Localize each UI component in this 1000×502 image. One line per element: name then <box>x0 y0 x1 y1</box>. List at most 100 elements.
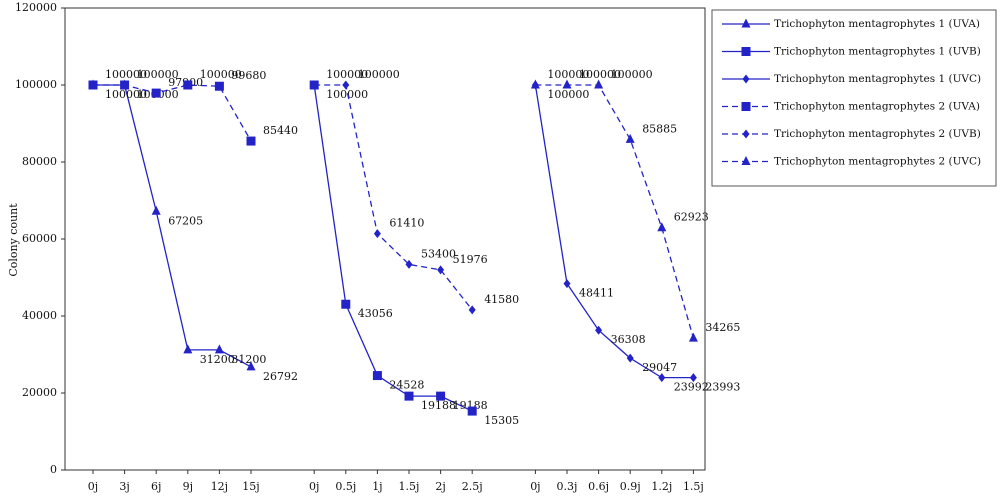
series-line <box>314 84 473 311</box>
data-label: 23993 <box>705 381 740 394</box>
x-tick-label: 0.3j <box>557 480 578 493</box>
marker <box>595 325 603 335</box>
legend-box <box>711 9 997 187</box>
marker <box>530 79 540 89</box>
marker <box>342 80 350 90</box>
series-line <box>93 84 252 142</box>
marker <box>373 229 381 239</box>
data-label: 99680 <box>231 69 266 82</box>
data-label: 23992 <box>674 381 709 394</box>
data-label: 36308 <box>611 333 646 346</box>
y-tick-label: 80000 <box>22 155 57 168</box>
marker <box>563 279 571 289</box>
x-tick-label: 0j <box>309 480 319 493</box>
marker <box>214 81 224 91</box>
legend-label: Trichophyton mentagrophytes 2 (UVA) <box>774 101 980 113</box>
data-label: 15305 <box>484 414 519 427</box>
data-label: 100000 <box>105 88 147 101</box>
marker <box>657 222 667 232</box>
marker <box>468 305 476 315</box>
marker <box>741 156 751 165</box>
marker <box>372 371 382 381</box>
legend-label: Trichophyton mentagrophytes 1 (UVB) <box>774 46 981 58</box>
x-tick-label: 15j <box>242 480 259 493</box>
data-label: 41580 <box>484 293 519 306</box>
x-tick-label: 0.6j <box>588 480 609 493</box>
marker <box>151 88 161 98</box>
x-tick-label: 6j <box>151 480 161 493</box>
data-label: 31200 <box>200 353 235 366</box>
series-line <box>534 84 694 379</box>
data-label: 26792 <box>263 370 298 383</box>
data-label: 62923 <box>674 211 709 224</box>
marker <box>594 79 604 89</box>
marker <box>437 265 445 275</box>
marker <box>214 344 224 354</box>
marker <box>310 80 318 90</box>
x-tick-label: 1.5j <box>399 480 420 493</box>
marker <box>183 80 193 90</box>
x-tick-label: 9j <box>183 480 193 493</box>
y-tick-label: 40000 <box>22 309 57 322</box>
x-tick-label: 1j <box>372 480 382 493</box>
data-label: 34265 <box>705 321 740 334</box>
x-tick-label: 2.5j <box>462 480 483 493</box>
series-line <box>535 84 695 339</box>
data-label: 100000 <box>579 68 621 81</box>
x-tick-label: 12j <box>211 480 228 493</box>
series-line <box>313 84 473 412</box>
data-label: 67205 <box>168 214 203 227</box>
marker <box>151 205 161 215</box>
data-label: 19188 <box>453 399 488 412</box>
marker <box>246 136 256 146</box>
marker <box>742 129 750 139</box>
data-label: 100000 <box>200 68 242 81</box>
y-tick-label: 60000 <box>22 232 57 245</box>
marker <box>405 259 413 269</box>
data-label: 100000 <box>547 68 589 81</box>
series-line <box>93 84 252 368</box>
marker <box>404 391 414 401</box>
marker <box>183 344 193 354</box>
y-tick-label: 20000 <box>22 386 57 399</box>
marker <box>467 406 477 416</box>
data-label: 48411 <box>579 287 614 300</box>
x-tick-label: 0j <box>530 480 540 493</box>
marker <box>88 80 98 90</box>
x-tick-label: 2j <box>435 480 445 493</box>
x-tick-label: 1.2j <box>651 480 672 493</box>
y-tick-label: 120000 <box>15 1 57 14</box>
legend-label: Trichophyton mentagrophytes 1 (UVA) <box>774 18 980 30</box>
x-tick-label: 0j <box>88 480 98 493</box>
legend-label: Trichophyton mentagrophytes 2 (UVB) <box>774 128 981 140</box>
legend-label: Trichophyton mentagrophytes 1 (UVC) <box>774 73 981 85</box>
data-label: 100000 <box>326 68 368 81</box>
data-label: 61410 <box>389 217 424 230</box>
marker <box>689 373 697 383</box>
marker <box>742 74 750 84</box>
data-label: 29047 <box>642 361 677 374</box>
marker <box>658 373 666 383</box>
data-label: 31200 <box>231 353 266 366</box>
marker <box>120 80 130 90</box>
data-label: 85885 <box>642 122 677 135</box>
data-label: 100000 <box>105 68 147 81</box>
y-axis-label: Colony count <box>7 203 20 277</box>
data-label: 24528 <box>389 379 424 392</box>
data-label: 100000 <box>611 68 653 81</box>
data-label: 53400 <box>421 247 456 260</box>
marker <box>741 18 751 28</box>
x-tick-label: 0.5j <box>335 480 356 493</box>
marker <box>741 47 751 56</box>
marker <box>246 361 256 371</box>
marker <box>562 79 572 89</box>
legend-label: Trichophyton mentagrophytes 2 (UVC) <box>774 156 981 168</box>
data-label: 19188 <box>421 399 456 412</box>
y-tick-label: 0 <box>50 463 57 476</box>
data-label: 100000 <box>137 68 179 81</box>
marker <box>341 299 351 309</box>
y-tick-label: 100000 <box>15 78 57 91</box>
data-label: 100000 <box>358 68 400 81</box>
marker <box>436 391 446 401</box>
